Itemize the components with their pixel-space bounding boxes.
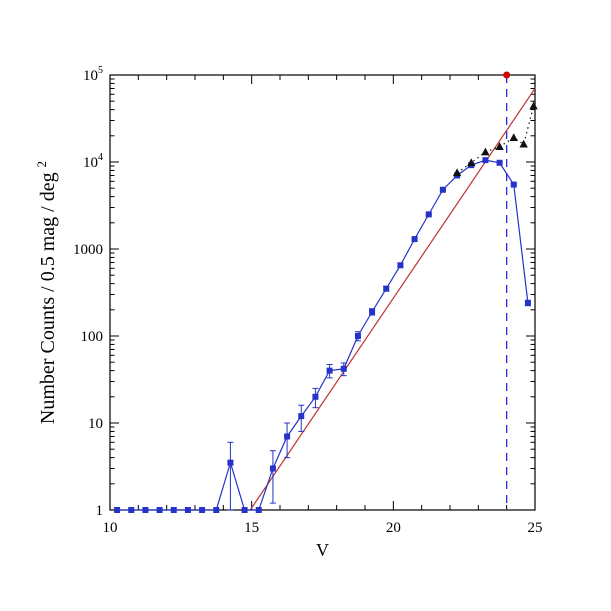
x-tick-label: 25 [528, 520, 543, 536]
triangle-marker [467, 158, 476, 167]
triangle-marker [452, 168, 462, 177]
square-marker [425, 211, 432, 218]
square-marker [340, 365, 347, 372]
square-marker [482, 157, 489, 164]
square-marker [241, 507, 248, 513]
square-marker [354, 333, 361, 339]
square-marker [128, 507, 135, 513]
square-marker [326, 367, 333, 374]
square-marker [524, 299, 531, 306]
y-tick-label: 10 [88, 416, 103, 432]
square-marker [411, 236, 418, 243]
series-observed-star-counts [114, 157, 531, 513]
y-tick-label: 105 [83, 65, 103, 84]
triangle-marker [529, 101, 538, 110]
square-marker [199, 507, 206, 513]
square-marker [114, 507, 121, 513]
y-axis-label: Number Counts / 0.5 mag / deg 2 [34, 161, 59, 424]
square-marker [227, 459, 234, 466]
square-marker [439, 186, 446, 193]
y-tick-label: 1000 [73, 242, 103, 258]
square-marker [496, 159, 503, 166]
y-tick-label: 100 [81, 329, 104, 345]
triangle-marker [495, 142, 504, 150]
y-tick-label: 1 [96, 503, 104, 519]
limit-point-marker [503, 71, 511, 79]
x-axis-label: V [316, 540, 329, 560]
series-limit-marker [503, 71, 511, 79]
square-marker [284, 433, 291, 440]
square-marker [156, 507, 163, 513]
square-marker [298, 413, 305, 420]
x-tick-label: 20 [386, 520, 401, 536]
triangle-marker [519, 139, 528, 148]
triangle-marker [509, 133, 518, 142]
square-marker [170, 507, 177, 513]
square-marker [269, 465, 276, 472]
series-model-counts [452, 101, 538, 177]
x-tick-label: 15 [244, 520, 259, 536]
square-marker [383, 285, 390, 292]
y-tick-label: 104 [83, 152, 103, 171]
square-marker [510, 181, 517, 188]
square-marker [369, 308, 376, 315]
square-marker [255, 507, 262, 513]
square-marker [397, 262, 404, 269]
triangle-marker [481, 147, 490, 156]
square-marker [213, 507, 220, 513]
x-tick-label: 10 [103, 520, 118, 536]
square-marker [312, 393, 319, 400]
square-marker [184, 507, 191, 513]
square-marker [142, 507, 149, 513]
series-power-law-fit [249, 88, 536, 511]
